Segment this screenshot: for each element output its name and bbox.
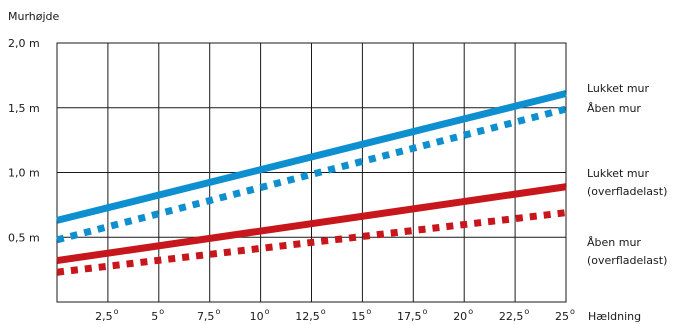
degree-symbol: o: [366, 307, 371, 316]
series-line-4: [56, 209, 567, 276]
x-tick-label: 2,5: [95, 310, 113, 323]
y-tick-labels: 0,5 m 1,0 m 1,5 m 2,0 m: [8, 37, 40, 244]
x-tick-label: 17,5: [397, 310, 422, 323]
legend-label: Åben mur: [587, 236, 641, 249]
y-tick-label: 1,5 m: [8, 102, 40, 115]
x-tick-label: 12,5: [295, 310, 320, 323]
grid: [56, 42, 567, 303]
degree-symbol: o: [570, 307, 575, 316]
degree-symbol: o: [423, 307, 428, 316]
x-tick-label: 20: [453, 310, 467, 323]
x-tick-label: 25: [555, 310, 569, 323]
y-axis-title: Murhøjde: [8, 10, 60, 23]
x-tick-label: 10: [250, 310, 264, 323]
legend: Lukket mur Åben mur Lukket mur (overfladela…: [587, 82, 667, 267]
series-layer: [56, 90, 567, 276]
x-axis-title: Hældning: [588, 310, 641, 323]
legend-label: Lukket mur: [587, 167, 650, 180]
legend-label: Lukket mur: [587, 82, 650, 95]
legend-label: (overfladelast): [587, 185, 667, 198]
x-tick-label: 5: [151, 310, 158, 323]
y-tick-label: 1,0 m: [8, 167, 40, 180]
x-tick-label: 7,5: [197, 310, 215, 323]
series-line-1: [56, 90, 567, 224]
degree-symbol: o: [114, 307, 119, 316]
x-tick-label: 15: [351, 310, 365, 323]
series-line-3: [56, 183, 567, 265]
degree-symbol: o: [215, 307, 220, 316]
y-tick-label: 0,5 m: [8, 231, 40, 244]
x-tick-labels: 2,5 o 5 o 7,5 o 10 o 12,5 o 15 o 17,5 o 20 o 22,5 o 25 o: [95, 307, 575, 323]
degree-symbol: o: [468, 307, 473, 316]
legend-label: Åben mur: [587, 102, 641, 115]
degree-symbol: o: [524, 307, 529, 316]
legend-label: (overfladelast): [587, 254, 667, 267]
y-tick-label: 2,0 m: [8, 37, 40, 50]
degree-symbol: o: [265, 307, 270, 316]
plot-frame: [56, 42, 567, 303]
degree-symbol: o: [159, 307, 164, 316]
degree-symbol: o: [321, 307, 326, 316]
x-tick-label: 22,5: [499, 310, 524, 323]
series-line-2: [56, 105, 567, 244]
